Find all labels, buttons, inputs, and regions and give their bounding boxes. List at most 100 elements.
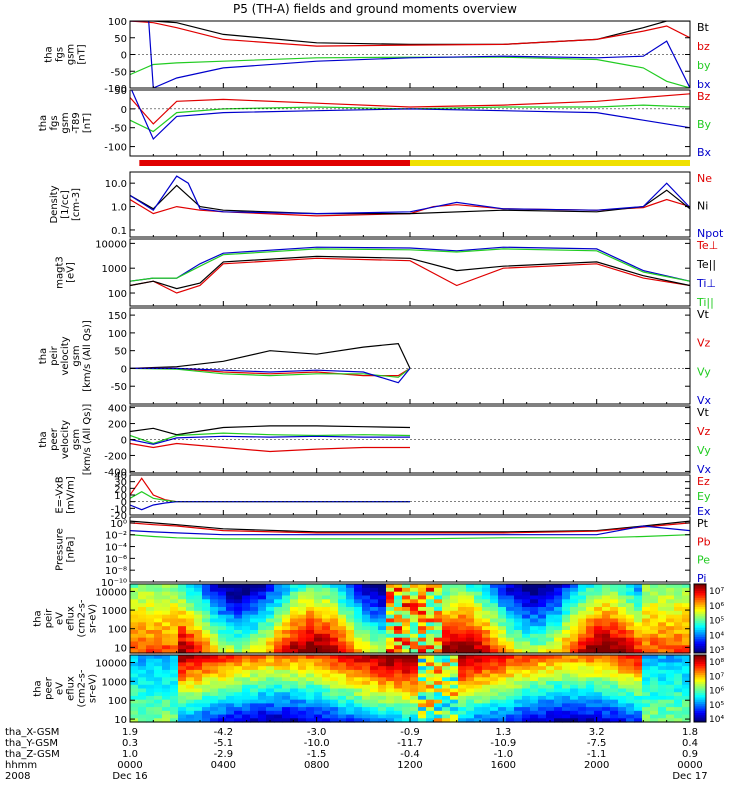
spectrogram-cell xyxy=(186,673,195,678)
y-tick-label: -50 xyxy=(111,124,127,135)
spectrogram-cell xyxy=(482,591,491,597)
spectrogram-cell xyxy=(218,710,227,716)
spectrogram-cell xyxy=(642,695,651,701)
spectrogram-cell xyxy=(514,718,523,723)
spectrogram-cell xyxy=(578,641,587,646)
spectrogram-cell xyxy=(410,673,419,678)
y-axis-label: peir xyxy=(49,345,60,365)
spectrogram-cell xyxy=(450,684,459,690)
spectrogram-cell xyxy=(410,595,419,600)
spectrogram-cell xyxy=(410,603,419,608)
spectrogram-cell xyxy=(314,614,323,620)
spectrogram-cell xyxy=(450,662,459,667)
spectrogram-cell xyxy=(258,630,267,635)
spectrogram-cell xyxy=(330,591,339,597)
spectrogram-cell xyxy=(274,714,283,719)
spectrogram-cell xyxy=(274,699,283,704)
spectrogram-cell xyxy=(234,673,243,678)
spectrogram-cell xyxy=(162,595,171,600)
spectrogram-cell xyxy=(298,688,307,693)
spectrogram-cell xyxy=(466,603,475,608)
spectrogram-cell xyxy=(210,662,219,667)
spectrogram-cell xyxy=(146,607,155,612)
colorbar-tick-label: 10⁴ xyxy=(709,631,724,641)
spectrogram-cell xyxy=(674,603,683,608)
spectrogram-cell xyxy=(170,595,179,600)
colorbar-cell xyxy=(694,681,706,685)
spectrogram-cell xyxy=(130,684,139,690)
spectrogram-cell xyxy=(626,641,635,646)
spectrogram-cell xyxy=(570,695,579,701)
spectrogram-cell xyxy=(146,591,155,597)
spectrogram-cell xyxy=(394,607,403,612)
spectrogram-cell xyxy=(346,622,355,627)
spectrogram-cell xyxy=(266,658,275,664)
spectrogram-9 xyxy=(130,655,691,723)
spectrogram-cell xyxy=(186,587,195,593)
legend-entry: Vy xyxy=(697,365,711,378)
spectrogram-cell xyxy=(570,649,579,654)
spectrogram-cell xyxy=(466,703,475,708)
spectrogram-cell xyxy=(402,637,411,643)
spectrogram-cell xyxy=(298,584,307,589)
spectrogram-cell xyxy=(434,584,443,589)
spectrogram-cell xyxy=(242,626,251,631)
spectrogram-cell xyxy=(498,710,507,716)
time-col-value: 1.8 xyxy=(682,727,698,738)
spectrogram-cell xyxy=(170,699,179,704)
spectrogram-cell xyxy=(298,633,307,639)
colorbar-cell xyxy=(694,659,706,663)
spectrogram-cell xyxy=(642,607,651,612)
spectrogram-cell xyxy=(186,595,195,600)
spectrogram-cell xyxy=(322,584,331,589)
spectrogram-cell xyxy=(202,710,211,716)
spectrogram-cell xyxy=(290,591,299,597)
spectrogram-cell xyxy=(474,655,483,660)
spectrogram-cell xyxy=(314,669,323,675)
spectrogram-cell xyxy=(314,603,323,608)
spectrogram-cell xyxy=(178,666,187,671)
spectrogram-cell xyxy=(282,607,291,612)
spectrogram-cell xyxy=(506,599,515,604)
spectrogram-cell xyxy=(282,645,291,650)
spectrogram-cell xyxy=(338,607,347,612)
spectrogram-cell xyxy=(330,645,339,650)
spectrogram-cell xyxy=(602,614,611,620)
spectrogram-cell xyxy=(658,677,667,682)
spectrogram-cell xyxy=(314,677,323,682)
spectrogram-cell xyxy=(138,630,147,635)
spectrogram-cell xyxy=(162,666,171,671)
spectrogram-cell xyxy=(538,707,547,712)
spectrogram-cell xyxy=(562,681,571,686)
spectrogram-cell xyxy=(370,614,379,620)
spectrogram-cell xyxy=(338,599,347,604)
spectrogram-cell xyxy=(234,658,243,664)
spectrogram-cell xyxy=(554,673,563,678)
spectrogram-cell xyxy=(642,710,651,716)
spectrogram-cell xyxy=(434,649,443,654)
y-axis-label: magt3 xyxy=(55,256,66,289)
spectrogram-cell xyxy=(618,599,627,604)
spectrogram-cell xyxy=(146,622,155,627)
spectrogram-cell xyxy=(330,666,339,671)
spectrogram-cell xyxy=(266,610,275,616)
spectrogram-cell xyxy=(522,669,531,675)
spectrogram-cell xyxy=(674,614,683,620)
spectrogram-cell xyxy=(514,655,523,660)
spectrogram-cell xyxy=(658,703,667,708)
colorbar-frame xyxy=(693,654,707,723)
spectrogram-cell xyxy=(210,591,219,597)
spectrogram-cell xyxy=(506,681,515,686)
spectrogram-cell xyxy=(250,614,259,620)
spectrogram-cell xyxy=(650,641,659,646)
spectrogram-cell xyxy=(410,692,419,697)
series-group-3 xyxy=(130,246,690,294)
spectrogram-cell xyxy=(626,681,635,686)
spectrogram-cell xyxy=(138,684,147,690)
spectrogram-cell xyxy=(450,587,459,593)
spectrogram-cell xyxy=(594,603,603,608)
spectrogram-cell xyxy=(522,703,531,708)
spectrogram-cell xyxy=(314,618,323,623)
spectrogram-cell xyxy=(514,595,523,600)
spectrogram-cell xyxy=(298,699,307,704)
